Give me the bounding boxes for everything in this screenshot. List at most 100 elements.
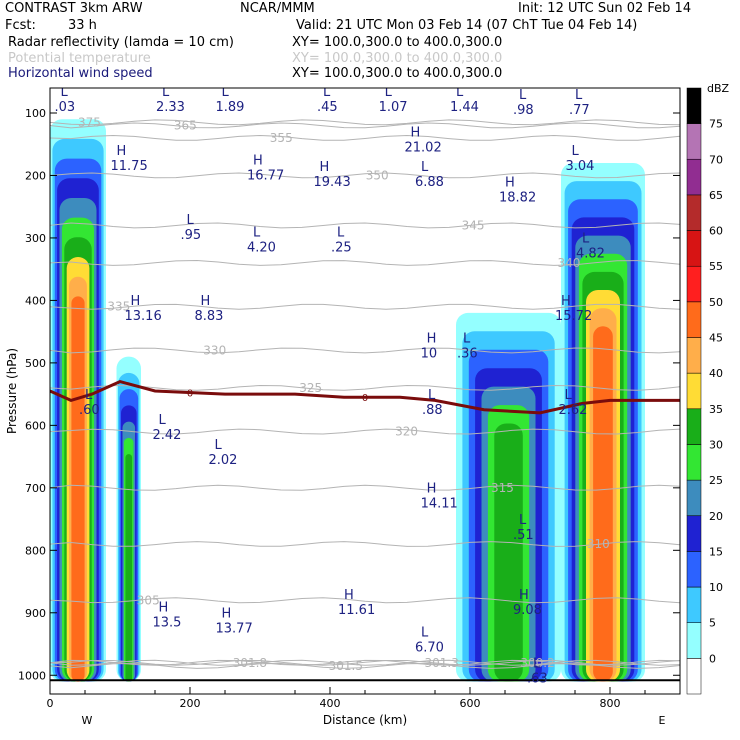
theta-contour-label: 320 <box>395 425 418 439</box>
colorbar-swatch <box>686 551 702 588</box>
theta-contour-line <box>50 541 680 547</box>
colorbar-tick-label: 60 <box>709 225 723 238</box>
wind-low-marker: L <box>222 85 230 100</box>
wind-annotation: L2.42 <box>153 413 182 443</box>
y-tick-label: 700 <box>25 482 46 495</box>
wind-speed-value: 2.42 <box>153 428 182 443</box>
wind-speed-value: 4.82 <box>576 247 605 262</box>
wind-annotation: H11.75 <box>111 144 148 174</box>
init-time: Init: 12 UTC Sun 02 Feb 14 <box>518 1 692 16</box>
wind-speed-value: .36 <box>457 347 478 362</box>
theta-contour-line <box>50 484 680 491</box>
wind-speed-value: 13.16 <box>125 309 162 324</box>
wind-high-marker: H <box>253 154 263 169</box>
wind-annotation: H21.02 <box>405 126 442 156</box>
wind-annotation: L2.62 <box>559 388 588 418</box>
wind-low-marker: L <box>565 388 573 403</box>
y-tick-label: 900 <box>25 607 46 620</box>
colorbar-swatch <box>686 159 702 196</box>
reflectivity-layer <box>50 119 645 682</box>
colorbar-tick-label: 0 <box>709 652 716 665</box>
wind-speed-value: 2.33 <box>156 100 185 115</box>
model-label: CONTRAST 3km ARW <box>5 1 143 16</box>
colorbar-swatch <box>686 408 702 445</box>
colorbar-unit: dBZ <box>707 82 730 95</box>
theta-contour-line <box>50 134 680 141</box>
wind-annotations: L2.33L1.89L.45L1.07L1.44L.98L.77H21.02H1… <box>55 85 605 687</box>
wind-low-marker: L <box>572 144 580 159</box>
wind-high-marker: H <box>519 588 529 603</box>
wind-speed-value: 1.07 <box>379 100 408 115</box>
wind-high-marker: H <box>427 332 437 347</box>
theta-contour-label: 310 <box>587 537 610 551</box>
colorbar-swatch <box>686 337 702 374</box>
wind-speed-value: .03 <box>55 100 76 115</box>
theta-contour-label: 301.3 <box>425 656 459 670</box>
wind-annotation: L1.07 <box>379 88 408 115</box>
theta-contour-label: 335 <box>107 300 130 314</box>
forecast-label: Fcst: <box>5 18 36 33</box>
wind-speed-value: .25 <box>331 240 352 255</box>
theta-contour-line <box>50 659 680 666</box>
wind-speed-value: 11.75 <box>111 159 148 174</box>
colorbar-swatch <box>686 194 702 231</box>
theta-contour-label: 300.2 <box>520 656 554 670</box>
wind-low-marker: L <box>456 85 464 100</box>
freezing-level-label: 0 <box>362 393 368 404</box>
colorbar-tick-label: 5 <box>709 617 716 630</box>
colorbar-swatch <box>686 658 702 695</box>
wind-low-marker: L <box>323 85 331 100</box>
wind-speed-value: 6.88 <box>415 175 444 190</box>
wind-annotation: H14.11 <box>421 482 458 512</box>
theta-contour-label: 305 <box>137 593 160 607</box>
wind-speed-value: 13.77 <box>216 622 253 637</box>
reflectivity-band <box>125 454 133 682</box>
wind-low-marker: L <box>582 232 590 247</box>
wind-annotation: L.88 <box>422 388 443 418</box>
theta-contour-label: 340 <box>558 256 581 270</box>
wind-speed-value: 15.72 <box>555 309 592 324</box>
wind-speed-value: 19.43 <box>314 175 351 190</box>
x-tick-label: 400 <box>320 697 341 710</box>
wind-high-marker: H <box>159 600 169 615</box>
colorbar-swatch <box>686 230 702 267</box>
wind-speed-value: 13.5 <box>153 615 182 630</box>
wind-low-marker: L <box>337 225 345 240</box>
colorbar-swatch <box>686 586 702 623</box>
wind-annotation: L1.89 <box>216 85 245 115</box>
theta-contour-line <box>50 597 680 604</box>
wind-low-marker: L <box>421 160 429 175</box>
wind-low-marker: L <box>159 413 167 428</box>
x-tick-label: 200 <box>180 697 201 710</box>
wind-annotation: H19.43 <box>314 160 351 190</box>
wind-high-marker: H <box>561 294 571 309</box>
wind-high-marker: H <box>505 176 515 191</box>
wind-annotation: H16.77 <box>247 154 284 184</box>
wind-annotation: L1.44 <box>450 85 479 115</box>
y-tick-label: 1000 <box>18 669 46 682</box>
colorbar-swatch <box>686 123 702 160</box>
wind-low-marker: L <box>162 85 170 100</box>
y-tick-label: 500 <box>25 357 46 370</box>
colorbar-tick-label: 50 <box>709 296 723 309</box>
theta-contour-label: 315 <box>491 481 514 495</box>
x-tick-label: 600 <box>460 697 481 710</box>
field-theta-xy: XY= 100.0,300.0 to 400.0,300.0 <box>292 51 503 66</box>
theta-contour-line <box>50 347 680 354</box>
y-axis-label: Pressure (hPa) <box>5 348 19 434</box>
reflectivity-band <box>71 296 85 682</box>
wind-low-marker: L <box>253 225 261 240</box>
wind-annotation: L.25 <box>331 225 352 255</box>
theta-contour-label: 345 <box>462 218 485 232</box>
wind-speed-value: 6.70 <box>415 640 444 655</box>
colorbar-swatch <box>686 372 702 410</box>
colorbar-tick-label: 15 <box>709 545 723 558</box>
theta-contour-line <box>50 259 680 266</box>
reflectivity-band <box>593 326 613 682</box>
x-end-label-west: W <box>82 714 93 727</box>
colorbar-swatch <box>686 87 702 124</box>
colorbar-tick-label: 35 <box>709 403 723 416</box>
wind-low-marker: L <box>575 88 583 103</box>
wind-annotation: H15.72 <box>555 294 592 324</box>
